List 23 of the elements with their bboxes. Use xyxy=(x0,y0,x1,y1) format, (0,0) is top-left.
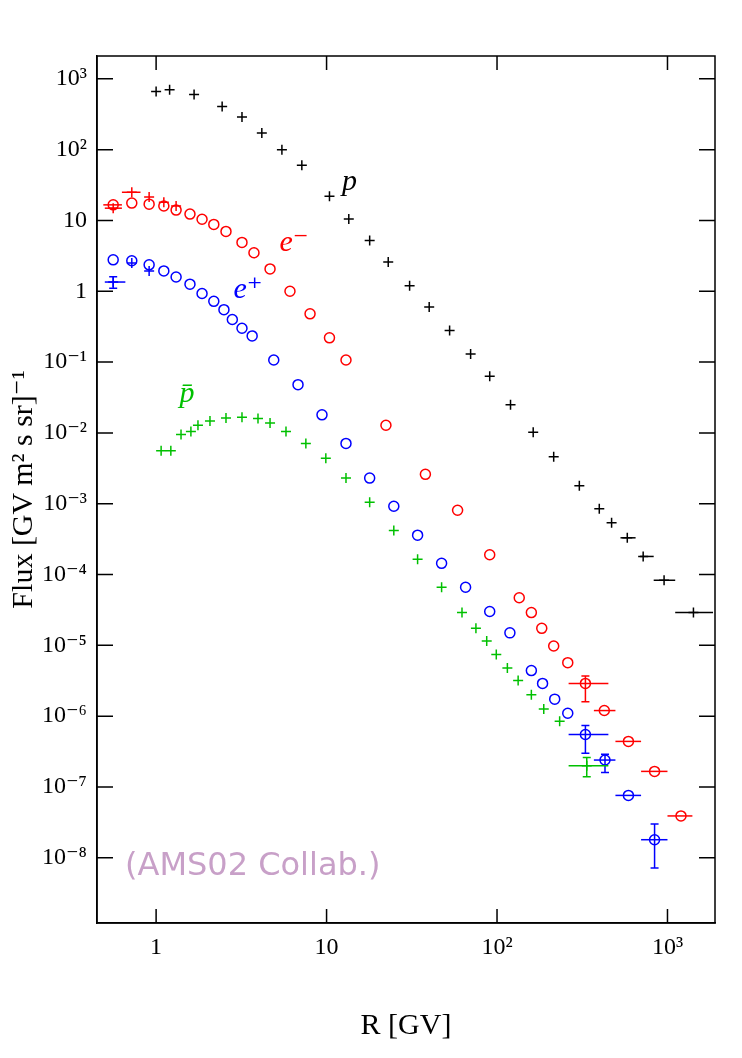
y-tick-label: 10⁻⁸ xyxy=(41,843,87,870)
series-label: p̄ xyxy=(177,375,195,409)
series-label: e⁺ xyxy=(233,271,263,305)
x-tick-label: 10² xyxy=(481,932,513,959)
y-tick-label: 10⁻² xyxy=(43,418,87,445)
y-tick-label: 1 xyxy=(75,276,87,303)
annotation: (AMS02 Collab.) xyxy=(125,845,381,883)
x-tick-label: 10³ xyxy=(651,932,684,959)
y-tick-label: 10⁻⁵ xyxy=(41,630,87,657)
y-tick-label: 10⁻¹ xyxy=(43,347,87,374)
y-tick-label: 10 xyxy=(63,205,87,232)
x-tick-label: 10 xyxy=(314,932,339,959)
y-tick-label: 10² xyxy=(55,134,87,161)
x-axis-title: R [GV] xyxy=(360,1006,452,1040)
y-tick-label: 10³ xyxy=(55,64,87,91)
series-label: e⁻ xyxy=(279,223,309,257)
y-tick-label: 10⁻⁴ xyxy=(41,559,87,586)
y-axis-title: Flux [GV m² s sr]⁻¹ xyxy=(4,370,38,609)
y-tick-label: 10⁻⁶ xyxy=(41,701,87,728)
y-tick-label: 10⁻³ xyxy=(43,489,87,516)
x-tick-label: 1 xyxy=(150,932,163,959)
y-tick-label: 10⁻⁷ xyxy=(41,772,87,799)
series-label: p xyxy=(339,163,357,197)
